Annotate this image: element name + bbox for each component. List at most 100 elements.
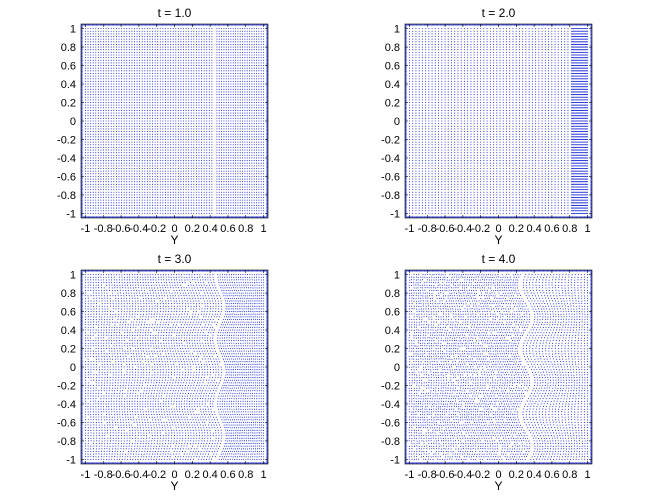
subplot-1-point [121, 62, 123, 64]
subplot-1-point [126, 49, 128, 51]
subplot-1-point [221, 173, 223, 175]
subplot-1-point [211, 51, 213, 53]
subplot-1-point [123, 167, 125, 170]
subplot-1-point [237, 133, 239, 135]
subplot-1-point [139, 70, 141, 72]
subplot-1-point [95, 149, 97, 151]
subplot-1-point [188, 43, 190, 46]
subplot-1-point [225, 154, 227, 156]
subplot-1-point [232, 109, 234, 111]
subplot-1-point [87, 210, 89, 212]
subplot-1-point [216, 152, 218, 154]
subplot-1-point [242, 196, 244, 199]
subplot-1-point [193, 49, 195, 51]
subplot-1-point [115, 96, 117, 98]
subplot-1-point [92, 136, 94, 138]
subplot-1-point [195, 175, 197, 177]
subplot-1-point [110, 123, 112, 125]
subplot-1-point [157, 138, 159, 141]
subplot-1-point [211, 189, 213, 191]
subplot-1-point [108, 94, 110, 96]
subplot-1-point [162, 43, 164, 46]
subplot-1-point [218, 86, 220, 88]
subplot-1-point [225, 170, 227, 172]
subplot-1-point [167, 175, 169, 177]
subplot-1-point [157, 136, 159, 138]
subplot-1-point [188, 131, 190, 133]
subplot-1-point [162, 35, 164, 38]
subplot-1-point [121, 88, 123, 90]
subplot-1-point [123, 51, 125, 53]
subplot-1-point [244, 165, 246, 167]
subplot-1-point [206, 165, 208, 167]
subplot-1-point [95, 186, 97, 188]
subplot-1-point [172, 70, 174, 72]
subplot-1-point [208, 199, 210, 201]
subplot-1-point [167, 149, 169, 151]
subplot-1-point [121, 28, 123, 30]
subplot-1-point [201, 136, 203, 138]
subplot-1-point [139, 167, 141, 170]
subplot-1-point [152, 196, 154, 199]
subplot-1-point [263, 165, 265, 167]
subplot-1-point [235, 86, 237, 88]
subplot-1-point [208, 175, 210, 177]
subplot-1-point [182, 120, 185, 122]
subplot-1-point [139, 199, 141, 201]
subplot-1-point [139, 94, 141, 96]
subplot-1-point [260, 173, 262, 175]
subplot-1-point [133, 41, 136, 43]
subplot-1-point [208, 80, 210, 82]
subplot-1-point [139, 99, 141, 101]
subplot-1-point [126, 152, 128, 154]
subplot-1-point [123, 86, 125, 88]
subplot-1-point [249, 38, 251, 40]
subplot-1-point [255, 91, 258, 93]
subplot-1-point [97, 107, 99, 109]
subplot-1-point [141, 175, 143, 177]
subplot-1-point [172, 86, 174, 88]
subplot-1-point [105, 43, 107, 46]
subplot-1-point [154, 141, 156, 143]
subplot-1-point [123, 186, 125, 188]
subplot-1-point [242, 86, 244, 88]
subplot-1-point [223, 91, 225, 93]
subplot-1-point [126, 162, 128, 164]
subplot-1-point [258, 144, 260, 146]
subplot-1-point [128, 125, 130, 127]
subplot-1-point [144, 149, 146, 151]
subplot-1-point [232, 186, 234, 188]
subplot-1-point [84, 115, 86, 117]
subplot-1-point [239, 170, 241, 172]
subplot-1-point [102, 125, 105, 127]
subplot-1-point [108, 144, 110, 146]
subplot-1-point [144, 133, 146, 135]
subplot-1-point [123, 65, 125, 67]
subplot-1-point [239, 101, 241, 104]
subplot-1-point [193, 33, 195, 35]
subplot-1-point [139, 101, 141, 104]
subplot-1-point [242, 152, 244, 154]
subplot-1-point [157, 165, 159, 167]
subplot-1-point [113, 125, 115, 127]
subplot-1-point [136, 30, 138, 32]
subplot-1-point [246, 189, 248, 191]
subplot-1-point [144, 212, 146, 214]
subplot-1-point [188, 204, 190, 207]
subplot-1-point [175, 62, 177, 64]
subplot-1-point [87, 115, 89, 117]
subplot-1-point [108, 30, 110, 32]
subplot-1-point [133, 59, 136, 61]
subplot-1-point [172, 165, 174, 167]
subplot-1-point [133, 125, 136, 127]
subplot-1-point [232, 94, 234, 96]
subplot-1-point [144, 138, 146, 141]
subplot-1-point [159, 78, 161, 80]
subplot-1-point [144, 54, 146, 56]
subplot-1-point [128, 199, 130, 201]
subplot-1-point [249, 51, 251, 53]
subplot-1-point [84, 149, 86, 151]
subplot-1-point [260, 46, 262, 48]
subplot-1-point [162, 33, 164, 35]
subplot-1-point [172, 144, 174, 146]
